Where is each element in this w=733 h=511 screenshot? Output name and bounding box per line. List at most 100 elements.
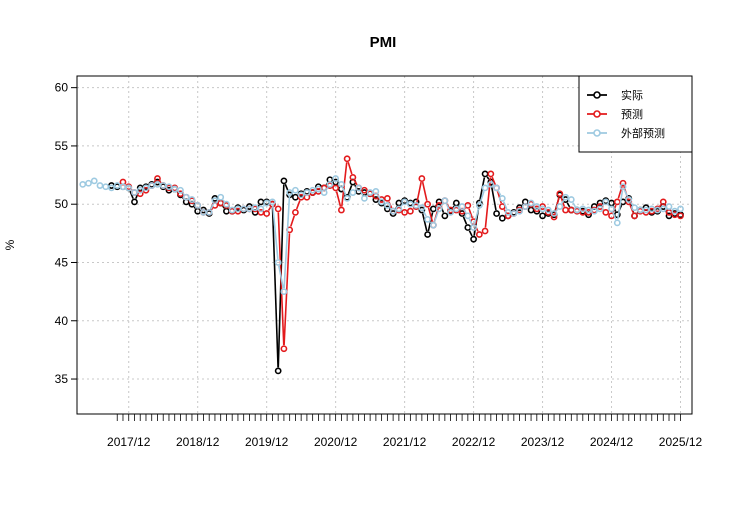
data-point xyxy=(671,207,679,215)
series-segment xyxy=(129,190,134,199)
data-point xyxy=(90,177,98,185)
y-tick-label: 45 xyxy=(55,255,69,269)
series-segment xyxy=(337,180,340,183)
legend-label: 实际 xyxy=(621,88,643,102)
data-point xyxy=(85,179,92,187)
data-point xyxy=(269,198,276,206)
series-segment xyxy=(389,207,392,210)
data-point xyxy=(337,206,345,214)
data-point xyxy=(131,189,138,196)
data-point xyxy=(527,199,535,207)
legend-swatch-marker xyxy=(593,91,601,99)
x-tick-label: 2022/12 xyxy=(452,435,496,449)
data-point xyxy=(383,194,391,202)
data-point xyxy=(504,212,512,220)
data-point xyxy=(154,175,161,182)
data-point xyxy=(401,198,409,206)
data-point xyxy=(412,201,420,209)
data-point xyxy=(378,198,386,206)
data-point xyxy=(654,206,661,214)
x-tick-label: 2024/12 xyxy=(590,435,634,449)
data-point xyxy=(636,206,644,214)
series-segment xyxy=(210,207,214,211)
data-point xyxy=(406,207,414,215)
data-point xyxy=(315,185,322,193)
data-point xyxy=(418,204,426,212)
data-point xyxy=(441,197,449,205)
y-tick-label: 50 xyxy=(55,197,69,211)
data-point xyxy=(96,182,104,189)
series-segment xyxy=(601,204,605,207)
data-point xyxy=(631,204,638,212)
legend-swatch-marker xyxy=(593,110,601,118)
data-point xyxy=(263,199,271,207)
data-point xyxy=(343,155,351,163)
data-point xyxy=(475,201,483,209)
data-point xyxy=(504,208,512,216)
data-point xyxy=(470,224,477,231)
data-point xyxy=(171,185,179,193)
data-point xyxy=(223,207,230,215)
series-segment xyxy=(502,201,508,210)
series-segment xyxy=(182,192,185,195)
series-3 xyxy=(79,175,684,296)
series-segment xyxy=(566,202,571,208)
data-point xyxy=(665,208,673,216)
series-segment xyxy=(617,190,624,220)
legend-label: 预测 xyxy=(621,108,643,121)
data-point xyxy=(452,199,460,207)
data-point xyxy=(79,180,87,188)
data-point xyxy=(424,231,432,238)
data-point xyxy=(228,206,236,214)
data-point xyxy=(177,186,184,194)
series-segment xyxy=(416,181,422,204)
series-segment xyxy=(479,191,485,203)
data-point xyxy=(596,203,604,210)
data-point xyxy=(567,206,575,214)
data-point xyxy=(608,199,615,207)
data-point xyxy=(280,288,288,296)
data-point xyxy=(136,186,144,194)
series-segment xyxy=(445,203,450,210)
data-point xyxy=(332,175,340,182)
data-point xyxy=(458,203,466,210)
series-segment xyxy=(210,203,215,210)
series-segment xyxy=(295,200,301,210)
data-point xyxy=(556,203,564,210)
series-segment xyxy=(159,180,162,184)
data-point xyxy=(372,187,380,195)
data-point xyxy=(625,196,633,203)
series-segment xyxy=(630,202,634,206)
series-segment xyxy=(623,189,629,197)
data-point xyxy=(464,224,472,231)
y-axis-label: % xyxy=(3,239,17,250)
data-point xyxy=(429,221,437,229)
data-point xyxy=(102,183,110,191)
data-point xyxy=(418,206,426,214)
data-point xyxy=(498,194,506,202)
series-segment xyxy=(342,187,347,196)
data-point xyxy=(326,180,334,188)
data-point xyxy=(119,183,127,191)
series-segment xyxy=(468,218,473,225)
data-point xyxy=(251,204,259,212)
data-point xyxy=(205,208,213,216)
data-point xyxy=(292,193,299,201)
data-point xyxy=(539,212,546,220)
y-tick-label: 55 xyxy=(55,139,69,153)
data-point xyxy=(659,198,667,206)
data-point xyxy=(659,205,667,213)
series-segment xyxy=(491,176,496,185)
data-point xyxy=(406,200,414,208)
data-point xyxy=(550,210,558,217)
data-point xyxy=(286,189,294,196)
data-point xyxy=(360,186,368,194)
data-point xyxy=(337,180,345,188)
series-segment xyxy=(572,202,577,208)
series-segment xyxy=(497,190,502,196)
data-point xyxy=(182,193,190,201)
data-point xyxy=(475,199,483,207)
data-point xyxy=(297,191,305,199)
data-point xyxy=(677,205,684,213)
